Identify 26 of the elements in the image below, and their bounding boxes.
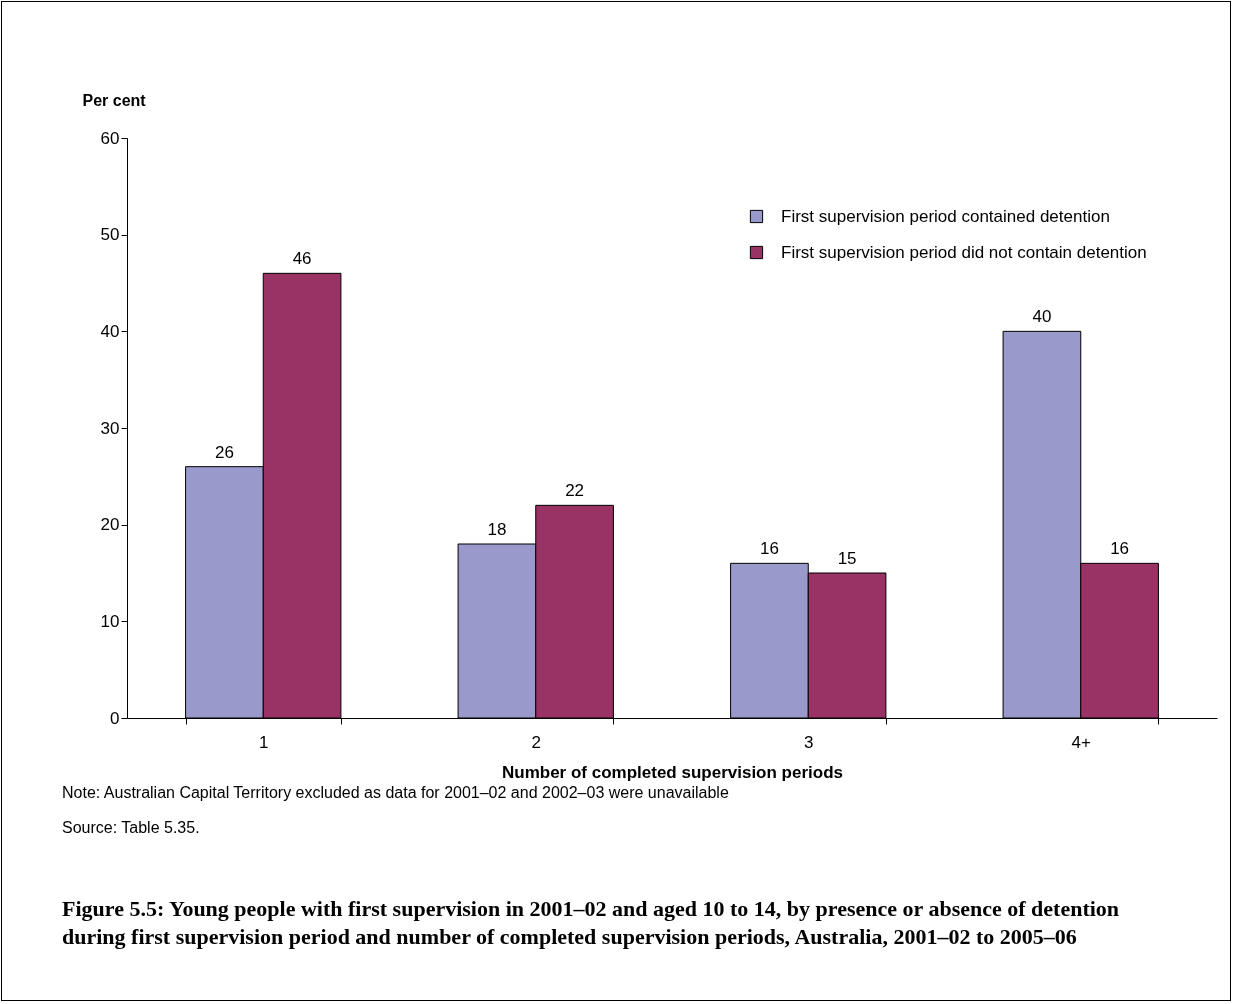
data-label: 18 [487,520,507,539]
x-tick-label: 4+ [1071,732,1092,752]
y-tick-label: 30 [100,418,120,438]
x-tick-label: 1 [259,732,269,752]
data-label: 46 [292,249,312,269]
y-tick-label: 20 [100,515,120,535]
legend-label: First supervision period contained detention [781,206,1110,226]
text: Note: Australian Capital Territory excluded as data for 2001–02 and 2002–03 were unavailable [62,784,729,802]
data-label: 22 [565,481,585,501]
x-axis-title: Number of completed supervision periods [501,762,844,782]
legend-label: First supervision period did not contain detention [781,242,1147,262]
y-tick-label: 60 [100,128,120,148]
data-label: 16 [759,539,779,559]
text: Figure 5.5: Young people with first supervision in 2001–02 and aged 10 to 14, by presence or absence of detention during first supervision period and number of completed supervision periods, Australia, 2001–02 to 2005–06 [62,895,1121,951]
y-tick-label: 10 [100,611,120,631]
data-label: 16 [1110,539,1130,559]
y-tick-label: 40 [100,321,120,341]
y-tick-label: 50 [100,225,120,245]
data-label: 26 [214,442,234,462]
data-label: 40 [1032,307,1052,327]
x-tick-label: 2 [531,732,541,752]
y-axis-title: Per cent [82,91,147,109]
x-tick-label: 3 [804,732,814,752]
data-label: 15 [837,549,857,568]
source-note: Source: Table 5.35. [62,819,201,837]
y-tick-label: 0 [110,708,120,728]
